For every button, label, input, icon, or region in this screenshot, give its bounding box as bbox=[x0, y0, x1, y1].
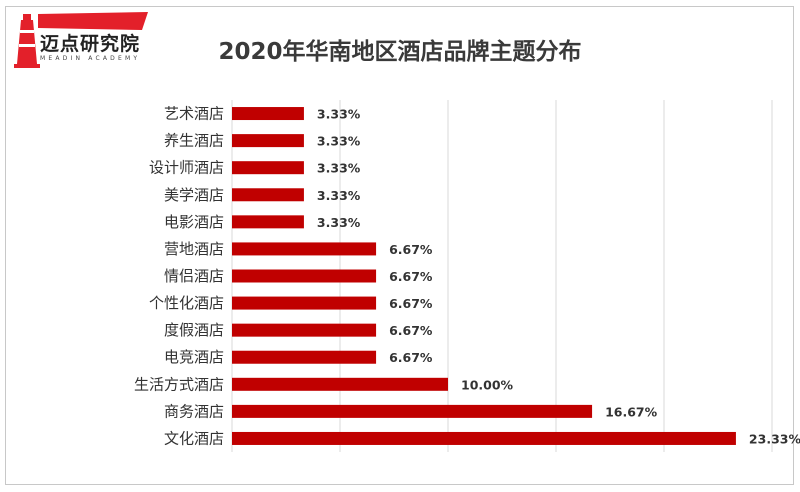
value-label: 6.67% bbox=[389, 323, 433, 338]
category-label: 商务酒店 bbox=[164, 402, 224, 420]
chart-frame bbox=[5, 6, 794, 485]
category-label: 设计师酒店 bbox=[149, 159, 224, 177]
category-label: 生活方式酒店 bbox=[134, 375, 224, 393]
logo-subtext: MEADIN ACADEMY bbox=[40, 55, 141, 62]
category-label: 个性化酒店 bbox=[149, 294, 224, 312]
bar bbox=[232, 215, 304, 229]
logo: 迈点研究院 MEADIN ACADEMY bbox=[12, 12, 148, 74]
bar bbox=[232, 188, 304, 202]
logo-banner bbox=[38, 12, 148, 30]
lighthouse-icon bbox=[14, 14, 40, 68]
value-label: 10.00% bbox=[461, 377, 514, 392]
bar bbox=[232, 242, 377, 256]
category-label: 养生酒店 bbox=[164, 132, 224, 150]
bar bbox=[232, 107, 304, 121]
value-label: 3.33% bbox=[317, 188, 361, 203]
bar bbox=[232, 134, 304, 148]
bar bbox=[232, 404, 593, 418]
bar bbox=[232, 269, 377, 283]
bar bbox=[232, 323, 377, 337]
bar bbox=[232, 296, 377, 310]
logo-text: 迈点研究院 bbox=[40, 33, 141, 55]
category-label: 美学酒店 bbox=[164, 186, 224, 204]
category-label: 电影酒店 bbox=[164, 213, 224, 231]
value-label: 23.33% bbox=[749, 431, 800, 446]
category-label: 情侣酒店 bbox=[164, 267, 224, 285]
bar bbox=[232, 431, 736, 445]
value-label: 6.67% bbox=[389, 269, 433, 284]
value-label: 6.67% bbox=[389, 296, 433, 311]
bar bbox=[232, 377, 448, 391]
value-label: 16.67% bbox=[605, 404, 658, 419]
value-label: 6.67% bbox=[389, 350, 433, 365]
category-label: 度假酒店 bbox=[164, 321, 224, 339]
category-label: 电竞酒店 bbox=[164, 348, 224, 366]
value-label: 3.33% bbox=[317, 215, 361, 230]
category-label: 艺术酒店 bbox=[164, 105, 224, 123]
chart-title: 2020年华南地区酒店品牌主题分布 bbox=[218, 39, 582, 65]
value-label: 3.33% bbox=[317, 107, 361, 122]
value-label: 3.33% bbox=[317, 161, 361, 176]
value-label: 3.33% bbox=[317, 134, 361, 149]
category-label: 营地酒店 bbox=[164, 240, 224, 258]
bar bbox=[232, 350, 377, 364]
bar bbox=[232, 161, 304, 175]
value-label: 6.67% bbox=[389, 242, 433, 257]
category-label: 文化酒店 bbox=[164, 429, 224, 447]
